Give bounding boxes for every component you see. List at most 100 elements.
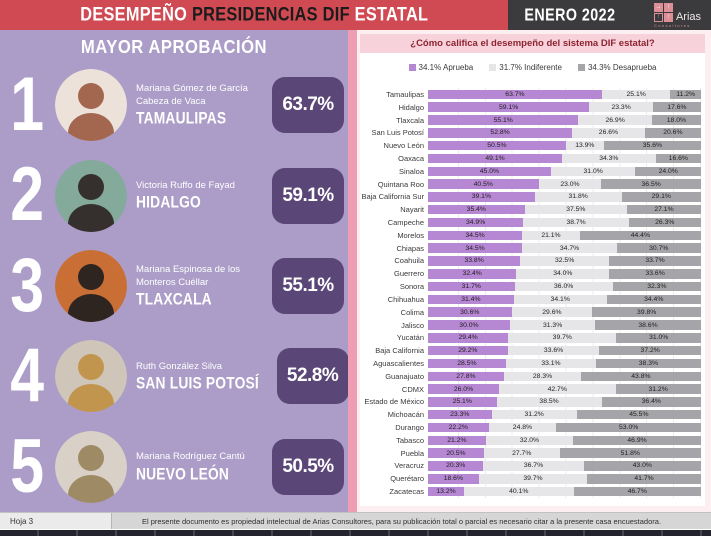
segment-value: 40.1%	[509, 488, 529, 496]
bottom-scrollbar[interactable]	[0, 530, 711, 536]
bar-segment-aprueba: 29.2%	[428, 345, 508, 356]
chart-row-Tlaxcala: Tlaxcala 55.1% 26.9% 18.0%	[360, 114, 701, 127]
approval-badge: 52.8%	[276, 348, 348, 405]
chart-row-Chihuahua: Chihuahua 31.4% 34.1% 34.4%	[360, 293, 701, 306]
bar-segment-indiferente: 25.1%	[601, 89, 671, 100]
segment-value: 34.5%	[465, 244, 485, 252]
bar-segment-desaprueba: 51.8%	[559, 448, 701, 458]
chart-row-San Luis Potosí: San Luis Potosí 52.8% 26.6% 20.6%	[360, 126, 701, 139]
row-label: Sonora	[399, 282, 424, 292]
segment-value: 38.6%	[638, 321, 658, 329]
segment-value: 37.5%	[566, 206, 586, 214]
bar-segment-aprueba: 50.5%	[428, 140, 566, 151]
chart-row-Oaxaca: Oaxaca 49.1% 34.3% 16.6%	[360, 152, 701, 165]
segment-value: 11.2%	[676, 90, 696, 98]
segment-value: 39.1%	[471, 193, 491, 201]
bar-segment-desaprueba: 46.7%	[573, 486, 701, 497]
approval-badge: 63.7%	[272, 77, 344, 134]
bar-segment-aprueba: 55.1%	[428, 115, 579, 125]
segment-value: 31.0%	[649, 334, 669, 342]
bar-segment-desaprueba: 36.5%	[601, 179, 701, 189]
bar-segment-aprueba: 20.5%	[428, 448, 484, 458]
copyright-note: El presente documento es propiedad intel…	[141, 516, 662, 526]
segment-value: 36.7%	[523, 462, 544, 470]
segment-value: 23.3%	[611, 103, 631, 111]
bar-segment-indiferente: 33.6%	[507, 345, 600, 356]
chart-row-Guerrero: Guerrero 32.4% 34.0% 33.6%	[360, 267, 701, 280]
segment-value: 30.0%	[459, 321, 479, 329]
segment-value: 33.6%	[645, 270, 665, 278]
segment-value: 22.2%	[448, 424, 468, 432]
segment-value: 33.7%	[645, 257, 665, 265]
ranking-entry-3: 3 Mariana Espinosa de los Monteros Cuélla…	[0, 241, 348, 331]
title-part-3: ESTATAL	[354, 3, 429, 26]
bar-segment-aprueba: 63.7%	[428, 89, 602, 100]
row-label: Baja California Sur	[361, 192, 424, 202]
bar-segment-indiferente: 28.3%	[503, 371, 582, 382]
row-label: Jalisco	[401, 320, 424, 330]
row-label: Colima	[400, 307, 424, 317]
row-bar: 23.3% 31.2% 45.5%	[428, 409, 701, 420]
bar-segment-aprueba: 30.6%	[428, 307, 512, 317]
row-bar: 25.1% 38.5% 36.4%	[428, 397, 701, 407]
bar-segment-indiferente: 26.6%	[572, 128, 645, 138]
chart-row-Yucatán: Yucatán 29.4% 39.7% 31.0%	[360, 331, 701, 344]
bar-segment-desaprueba: 35.6%	[603, 140, 701, 151]
ranking-entry-5: 5 Mariana Rodríguez Cantú NUEVO LEÓN 50.5%	[0, 422, 348, 512]
bar-segment-aprueba: 33.8%	[428, 256, 521, 266]
ranking-entry-2: 2 Victoria Ruffo de Fayad HIDALGO 59.1%	[0, 150, 348, 240]
chart-row-Colima: Colima 30.6% 29.6% 39.8%	[360, 306, 701, 319]
segment-value: 20.6%	[663, 129, 683, 137]
bar-segment-indiferente: 32.0%	[485, 435, 574, 446]
segment-value: 25.1%	[626, 90, 646, 98]
bar-segment-desaprueba: 31.0%	[616, 333, 701, 343]
logo-arrow-up-outline-icon: ↑	[653, 12, 663, 22]
row-label: Guanajuato	[385, 371, 424, 381]
chart-row-Querétaro: Querétaro 18.6% 39.7% 41.7%	[360, 472, 701, 485]
segment-value: 50.5%	[487, 142, 507, 150]
approval-badge: 59.1%	[272, 167, 344, 224]
ranking-entry-4: 4 Ruth González Silva SAN LUIS POTOSÍ 52.8%	[0, 331, 348, 421]
segment-value: 35.4%	[466, 206, 486, 214]
row-label: Chiapas	[396, 243, 424, 253]
row-bar: 34.9% 38.7% 26.3%	[428, 217, 701, 228]
bar-segment-indiferente: 38.5%	[496, 397, 602, 407]
segment-value: 13.2%	[436, 488, 456, 496]
chart-row-Puebla: Puebla 20.5% 27.7% 51.8%	[360, 447, 701, 460]
state-name: TAMAULIPAS	[136, 109, 227, 129]
row-bar: 40.5% 23.0% 36.5%	[428, 179, 701, 189]
row-label: Tamaulipas	[386, 89, 424, 99]
ranking-entry-1: 1 Mariana Gómez de García Cabeza de Vaca T…	[0, 60, 348, 150]
segment-value: 23.3%	[450, 411, 470, 419]
legend-swatch-icon	[577, 63, 585, 71]
segment-value: 41.7%	[634, 475, 654, 483]
segment-value: 34.4%	[644, 295, 664, 303]
approval-badge: 50.5%	[272, 438, 344, 495]
row-label: Tabasco	[396, 435, 424, 445]
person-name: Victoria Ruffo de Fayad	[136, 179, 235, 191]
bar-segment-indiferente: 36.0%	[514, 281, 613, 292]
person-name: Ruth González Silva	[136, 360, 223, 372]
row-label: Puebla	[400, 448, 424, 458]
row-label: Baja California	[375, 346, 424, 356]
logo-arrow-up2-icon: ↑	[663, 12, 673, 22]
rank-number: 2	[10, 152, 45, 238]
segment-value: 18.0%	[666, 116, 687, 124]
row-label: Querétaro	[390, 474, 424, 484]
bar-segment-aprueba: 13.2%	[428, 486, 465, 497]
bar-segment-aprueba: 23.3%	[428, 409, 492, 420]
segment-value: 44.4%	[630, 231, 650, 239]
segment-value: 33.8%	[464, 257, 484, 265]
header-title-bar: DESEMPEÑO PRESIDENCIAS DIF ESTATAL	[0, 0, 508, 30]
chart-row-Michoacán: Michoacán 23.3% 31.2% 45.5%	[360, 408, 701, 421]
chart-question: ¿Cómo califica el desempeño del sistema …	[360, 34, 705, 53]
chart-row-Baja California: Baja California 29.2% 33.6% 37.2%	[360, 344, 701, 357]
sheet-tab[interactable]: Hoja 3	[0, 513, 112, 529]
row-bar: 13.2% 40.1% 46.7%	[428, 486, 701, 497]
rank-number: 3	[10, 242, 45, 328]
segment-value: 26.0%	[453, 385, 474, 393]
chart-row-Quintana Roo: Quintana Roo 40.5% 23.0% 36.5%	[360, 178, 701, 191]
segment-value: 43.8%	[631, 372, 651, 380]
bar-segment-aprueba: 49.1%	[428, 153, 563, 164]
segment-value: 17.6%	[667, 103, 687, 111]
